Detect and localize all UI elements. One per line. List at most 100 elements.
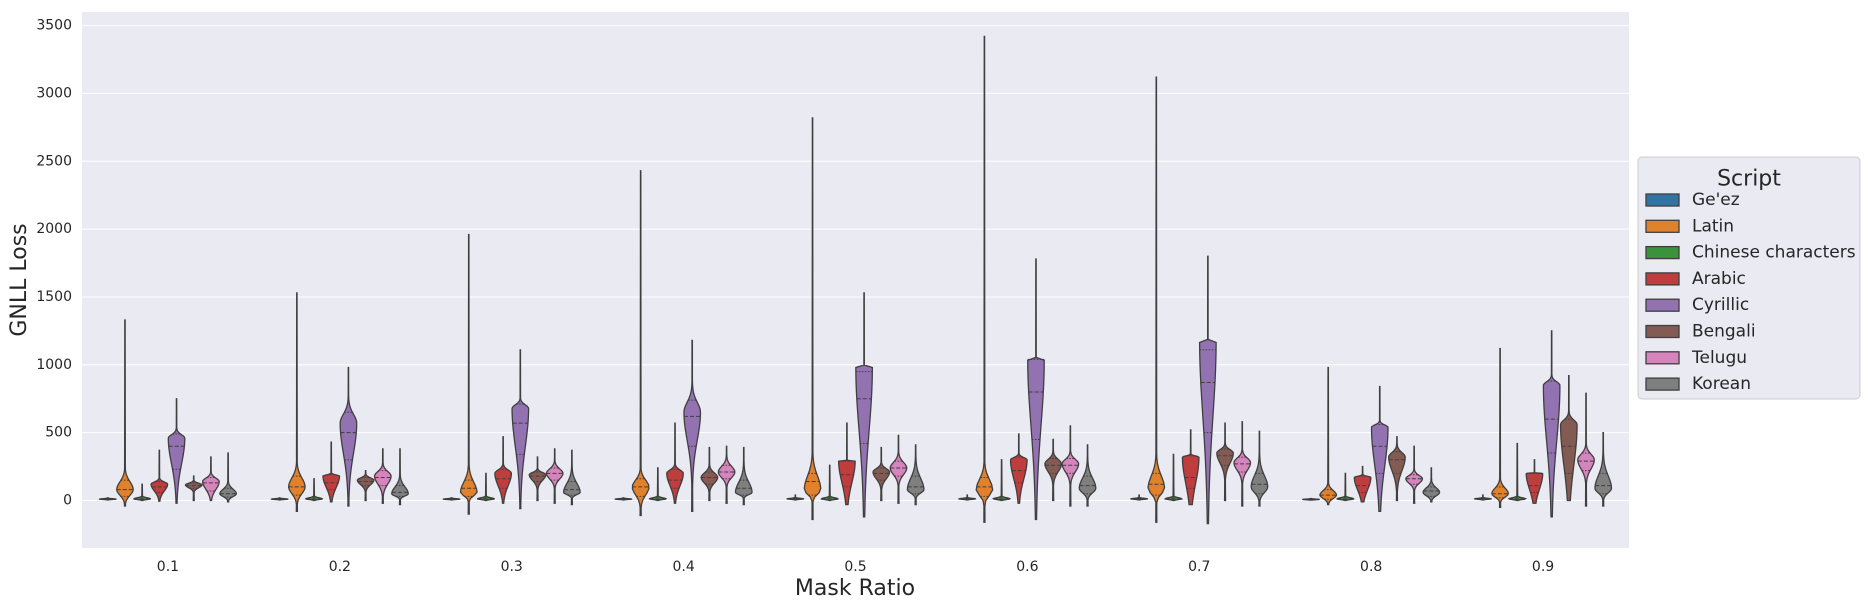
legend-label: Latin	[1692, 216, 1734, 236]
violin	[1577, 392, 1595, 507]
violin	[1542, 330, 1561, 518]
x-tick-label: 0.6	[1016, 559, 1038, 575]
legend-label: Telugu	[1691, 348, 1747, 368]
x-axis-label: Mask Ratio	[795, 576, 915, 601]
violin	[322, 441, 341, 503]
legend-swatch	[1645, 377, 1680, 391]
violin	[304, 478, 324, 502]
violin	[992, 459, 1012, 502]
legend-swatch	[1645, 272, 1680, 286]
violin	[1163, 453, 1184, 502]
x-tick-label: 0.2	[329, 559, 351, 575]
violin	[1181, 429, 1200, 506]
violins	[98, 35, 1613, 525]
x-tick-label: 0.8	[1360, 559, 1382, 575]
violin	[1507, 442, 1527, 502]
violin	[975, 35, 994, 523]
violin	[1147, 76, 1166, 523]
x-tick-label: 0.7	[1188, 559, 1210, 575]
legend-label: Chinese characters	[1692, 243, 1856, 263]
y-tick-label: 2000	[36, 221, 72, 237]
y-tick-label: 1000	[36, 357, 72, 373]
violin	[528, 456, 547, 502]
violin	[1319, 366, 1338, 506]
legend-swatch	[1645, 193, 1680, 207]
violin	[1027, 258, 1045, 521]
violin	[683, 339, 702, 513]
violin	[1198, 255, 1217, 525]
violin	[545, 448, 564, 504]
legend-title: Script	[1717, 167, 1781, 192]
violin	[1491, 347, 1510, 508]
violin	[1388, 436, 1406, 502]
violin	[150, 449, 169, 502]
violin	[562, 449, 581, 506]
violin	[1559, 375, 1578, 502]
violin	[1009, 433, 1028, 504]
legend: Script Ge'ez Latin Chinese characters Arabi…	[1637, 156, 1861, 400]
violin	[133, 483, 152, 502]
violin	[1594, 432, 1613, 507]
violin	[511, 349, 530, 510]
violin	[1525, 459, 1544, 504]
legend-label: Korean	[1692, 374, 1751, 394]
y-tick-label: 2500	[36, 153, 72, 169]
y-tick-label: 0	[63, 493, 72, 509]
legend-swatch	[1645, 351, 1680, 365]
violin	[1044, 438, 1063, 502]
violin	[373, 448, 392, 504]
x-tick-label: 0.5	[844, 559, 866, 575]
x-tick-label: 0.4	[672, 559, 694, 575]
violin	[287, 292, 306, 513]
violin	[820, 464, 840, 502]
legend-label: Bengali	[1692, 322, 1756, 342]
violin	[1061, 425, 1080, 507]
violin	[494, 436, 513, 504]
legend-label: Ge'ez	[1692, 190, 1740, 210]
y-axis-label: GNLL Loss	[7, 223, 32, 336]
x-tick-label: 0.3	[501, 559, 523, 575]
legend-swatch	[1645, 324, 1680, 339]
violin	[631, 170, 650, 517]
x-tick-label: 0.9	[1532, 559, 1554, 575]
x-tick-labels: 0.1 0.2 0.3 0.4 0.5 0.6 0.7 0.8 0.9	[157, 559, 1554, 575]
violin	[1353, 465, 1372, 503]
legend-swatch	[1645, 298, 1680, 312]
violin	[803, 117, 822, 521]
legend-swatch	[1645, 219, 1680, 233]
violin	[1216, 422, 1234, 502]
legend-swatch	[1645, 245, 1680, 260]
y-tick-label: 500	[45, 425, 72, 441]
legend-items: Ge'ez Latin Chinese characters Arabic Cyrill…	[1645, 190, 1856, 394]
y-tick-label: 3500	[36, 18, 72, 34]
violin	[734, 446, 753, 506]
legend-label: Arabic	[1692, 269, 1746, 289]
violin	[837, 422, 856, 506]
violin	[872, 446, 891, 502]
y-tick-label: 1500	[36, 289, 72, 305]
y-gridlines	[82, 25, 1629, 502]
violin	[459, 233, 478, 515]
y-tick-labels: 0 500 1000 1500 2000 2500 3000 3500	[36, 18, 72, 509]
y-tick-label: 3000	[36, 85, 72, 101]
violin	[717, 445, 736, 504]
legend-frame	[1637, 156, 1861, 400]
legend-label: Cyrillic	[1692, 295, 1749, 315]
violin	[391, 448, 409, 506]
x-tick-label: 0.1	[157, 559, 179, 575]
violin	[906, 444, 925, 506]
violin	[648, 467, 667, 502]
violin	[1370, 385, 1389, 513]
plot-background	[82, 12, 1629, 548]
violin	[1250, 430, 1269, 507]
violin	[219, 452, 238, 503]
violin	[116, 319, 134, 507]
violin	[666, 422, 684, 504]
violin	[889, 434, 908, 504]
violin	[167, 398, 186, 504]
violin	[700, 446, 719, 502]
violin	[339, 366, 358, 507]
violin	[477, 472, 495, 502]
violin	[1336, 472, 1355, 502]
